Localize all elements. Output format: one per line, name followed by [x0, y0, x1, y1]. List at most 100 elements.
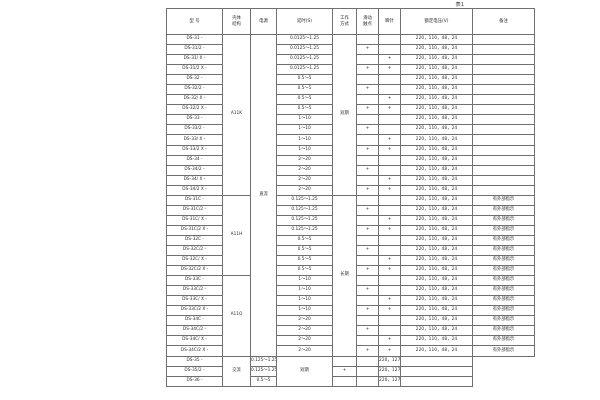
header-work-line2: 方式 — [340, 21, 349, 27]
cell-model: DS-32/2 - — [166, 84, 223, 96]
cell-shell-group: A11H — [222, 194, 251, 277]
cell-instant-mark: + — [378, 184, 401, 196]
cell-delay: 1～10 — [276, 295, 333, 307]
cell-note: 有外部指示 — [472, 285, 535, 297]
cell-instant-mark: + — [378, 104, 401, 116]
cell-slide-mark — [356, 275, 379, 287]
cell-instant-mark — [378, 44, 401, 56]
cell-slide-mark — [356, 74, 379, 86]
cell-slide-mark — [356, 134, 379, 146]
cell-instant-mark — [378, 315, 401, 327]
cell-delay: 0.0125～1.25 — [276, 44, 333, 56]
cell-note — [472, 174, 535, 186]
cell-instant-mark: + — [378, 265, 401, 277]
cell-voltage: 220，110，48，24 — [400, 345, 473, 357]
table-row: DS-31C - A11H 0.125～1.25 长期 220，110，48，24 有外部… — [166, 194, 535, 357]
cell-shell-group: A11K — [222, 34, 251, 196]
header-power: 电源 — [250, 8, 277, 35]
cell-instant-mark — [378, 124, 401, 136]
cell-voltage: 220，110，48，24 — [400, 204, 473, 216]
cell-note: 有外部指示 — [472, 214, 535, 226]
cell-slide-mark — [356, 174, 379, 186]
cell-instant-mark — [378, 244, 401, 257]
cell-slide-mark — [332, 375, 357, 387]
cell-instant-mark: + — [378, 134, 401, 146]
cell-slide-mark — [356, 114, 379, 126]
table-header: 型 号 壳体 结构 电源 延时(S) 工作 方式 滑动 触点 — [166, 8, 535, 35]
cell-note: 有外部指示 — [472, 295, 535, 307]
cell-instant-mark — [378, 164, 401, 176]
cell-instant-mark — [378, 114, 401, 126]
cell-note — [472, 144, 535, 156]
cell-instant-mark — [378, 84, 401, 96]
cell-voltage: 220，110，48，24 — [400, 84, 473, 96]
cell-note: 有外部指示 — [472, 255, 535, 267]
cell-delay: 0.5～5 — [276, 84, 333, 96]
cell-model: DS-34C/2 - — [166, 325, 223, 337]
cell-instant-mark — [378, 275, 401, 287]
cell-model: DS-33/ X - — [166, 134, 223, 146]
cell-model: DS-32C/2 X - — [166, 265, 223, 277]
cell-instant-mark — [356, 355, 379, 367]
cell-model: DS-33C/2 X - — [166, 305, 223, 317]
table-row: DS-31/2 - 0.0125～1.25 +220，110，48，24 — [166, 44, 535, 56]
cell-note: 有外部指示 — [472, 305, 535, 317]
specification-table: 型 号 壳体 结构 电源 延时(S) 工作 方式 滑动 触点 — [166, 8, 535, 387]
cell-voltage: 220，110，48，24 — [400, 295, 473, 307]
cell-delay: 1～10 — [276, 114, 333, 126]
cell-slide-mark: + — [356, 325, 379, 337]
cell-model: DS-31/2 X - — [166, 64, 223, 76]
cell-slide-mark: + — [332, 365, 357, 377]
cell-delay: 2～20 — [276, 315, 333, 327]
cell-power-group: 直流 — [250, 34, 277, 357]
cell-slide-mark: + — [356, 184, 379, 196]
cell-delay: 1～10 — [276, 134, 333, 146]
cell-instant-mark: + — [378, 345, 401, 357]
cell-instant-mark: + — [378, 54, 401, 66]
header-instant: 瞬针 — [378, 8, 401, 35]
cell-delay: 2～20 — [276, 154, 333, 166]
cell-voltage: 220，110，48，24 — [400, 94, 473, 106]
table-row: DS-32 - 0.5～5 220，110，48，24 — [166, 74, 535, 86]
cell-slide-mark: + — [356, 305, 379, 317]
cell-voltage: 220，127，110，100 — [378, 375, 401, 387]
cell-voltage: 220，110，48，24 — [400, 44, 473, 56]
cell-note — [472, 104, 535, 116]
cell-delay: 0.0125～1.25 — [276, 33, 333, 46]
cell-delay: 0.125～1.25 — [276, 194, 333, 206]
cell-instant-mark — [378, 325, 401, 337]
cell-delay: 0.125～1.25 — [276, 214, 333, 226]
cell-slide-mark: + — [356, 44, 379, 56]
cell-slide-mark: + — [356, 244, 379, 257]
header-delay: 延时(S) — [276, 8, 333, 35]
cell-instant-mark — [378, 234, 401, 246]
cell-model: DS-31C/2 - — [166, 204, 223, 216]
cell-note — [472, 74, 535, 86]
table-row: DS-35/2 - 0.125～1.25 +220，127，110，100 — [166, 365, 535, 377]
cell-slide-mark: + — [356, 164, 379, 176]
cell-slide-mark — [356, 255, 379, 267]
cell-instant-mark — [356, 375, 379, 387]
cell-voltage: 220，110，48，24 — [400, 285, 473, 297]
cell-voltage: 220，110，48，24 — [400, 234, 473, 246]
cell-work-group: 长期 — [332, 194, 357, 357]
cell-delay: 2～20 — [276, 184, 333, 196]
cell-instant-mark: + — [378, 64, 401, 76]
cell-instant-mark: + — [378, 214, 401, 226]
cell-voltage: 220，110，48，24 — [400, 104, 473, 116]
header-note: 备注 — [472, 8, 535, 35]
cell-slide-mark — [356, 154, 379, 166]
cell-voltage: 220，127，110，100 — [378, 355, 401, 367]
cell-note: 有外部指示 — [472, 325, 535, 337]
cell-note — [472, 94, 535, 106]
cell-model: DS-34/2 - — [166, 164, 223, 176]
cell-voltage: 220，127，110，100 — [378, 365, 401, 377]
cell-model: DS-32/ X - — [166, 94, 223, 106]
cell-slide-mark — [356, 33, 379, 46]
cell-note — [472, 114, 535, 126]
cell-voltage: 220，110，48，24 — [400, 255, 473, 267]
cell-note — [472, 164, 535, 176]
cell-note: 有外部指示 — [472, 204, 535, 216]
